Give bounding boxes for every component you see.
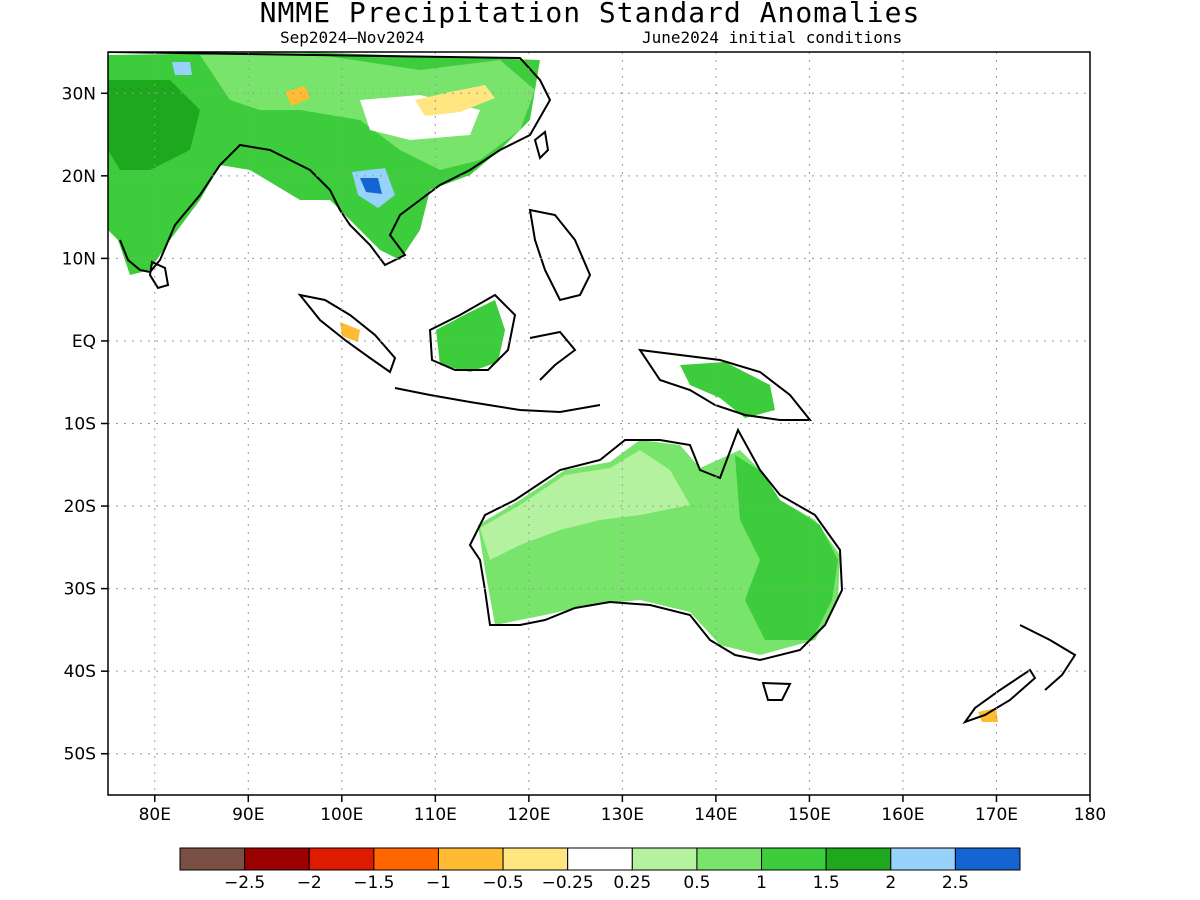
coastlines (108, 52, 1077, 724)
anomaly-region-indochina-darkblue (360, 178, 382, 194)
colorbar-label: −0.5 (482, 873, 523, 893)
colorbar-label: 0.25 (613, 873, 651, 893)
anomaly-region-india-green (108, 80, 200, 170)
lat-label: 20N (62, 167, 96, 187)
colorbar-label: −0.25 (542, 873, 594, 893)
colorbar-label: −2 (297, 873, 322, 893)
colorbar-swatch (954, 847, 1021, 871)
colorbar-swatch (179, 847, 246, 871)
lat-label: 30N (62, 84, 96, 104)
coast-nz-south (962, 668, 1037, 724)
anomaly-region-newguinea (680, 362, 775, 418)
lat-label: 30S (64, 580, 96, 600)
colorbar-swatch (308, 847, 375, 871)
lon-label: 160E (881, 805, 924, 825)
coast-philippines (528, 208, 592, 302)
coast-taiwan (533, 130, 550, 160)
lon-label: 80E (139, 805, 171, 825)
init-label: June2024 initial conditions (642, 28, 903, 47)
lon-label: 150E (788, 805, 831, 825)
colorbar-label: 1.5 (813, 873, 840, 893)
colorbar-swatch (825, 847, 892, 871)
colorbar-swatch (567, 847, 633, 871)
map-area (108, 52, 1077, 724)
colorbar-label: 1 (756, 873, 767, 893)
coast-borneo (428, 293, 517, 371)
anomaly-region-sumatra-orange (340, 322, 360, 342)
coast-australia (468, 427, 844, 662)
colorbar-swatch (502, 847, 569, 871)
lon-label: 120E (507, 805, 550, 825)
anomaly-shading (108, 52, 998, 722)
coast-tasmania (761, 681, 792, 701)
colorbar-swatch (631, 847, 698, 871)
anomaly-region-nz-yellow (978, 708, 998, 722)
colorbar-label: 0.5 (683, 873, 710, 893)
latitude-labels: 30N 20N 10N EQ 10S 20S 30S 40S 50S (62, 84, 108, 765)
coast-newguinea (637, 348, 813, 421)
lon-label: 170E (975, 805, 1018, 825)
lat-label: EQ (72, 332, 96, 352)
colorbar-label: −2.5 (224, 873, 265, 893)
lon-label: 130E (601, 805, 644, 825)
colorbar-label: 2 (885, 873, 896, 893)
lon-label: 110E (414, 805, 457, 825)
coast-nz-north (1019, 624, 1077, 691)
lat-label: 10N (62, 249, 96, 269)
colorbar-label: −1.5 (353, 873, 394, 893)
colorbar-swatch (696, 847, 763, 871)
anomaly-region-nw-blue (172, 62, 192, 75)
colorbar-label: −1 (426, 873, 451, 893)
colorbar-swatch (373, 847, 439, 871)
lat-label: 40S (64, 662, 96, 682)
coast-sumatra (297, 293, 397, 374)
lon-label: 140E (694, 805, 737, 825)
lon-label: 100E (320, 805, 363, 825)
coast-india-sri-lanka (148, 260, 170, 290)
coast-java (394, 387, 601, 414)
colorbar-swatch (761, 847, 827, 871)
anomaly-region-tibet-orange (285, 86, 310, 106)
anomaly-region-australia-east (735, 455, 838, 640)
longitude-labels: 80E 90E 100E 110E 120E 130E 140E 150E 160E 170E 18… (139, 795, 1106, 825)
map-title: NMME Precipitation Standard Anomalies (259, 0, 921, 29)
anomaly-region-australia-light (480, 450, 690, 560)
lon-label: 180 (1074, 805, 1106, 825)
lat-label: 50S (64, 745, 96, 765)
coast-sulawesi (529, 330, 577, 381)
anomaly-region-borneo (436, 300, 505, 372)
colorbar-swatch (244, 847, 310, 871)
coast-asia (108, 52, 552, 274)
colorbar-swatch (437, 847, 504, 871)
colorbar-swatch (890, 847, 956, 871)
lon-label: 90E (232, 805, 264, 825)
colorbar-label: 2.5 (942, 873, 969, 893)
lat-label: 10S (64, 415, 96, 435)
period-label: Sep2024–Nov2024 (280, 28, 425, 47)
colorbar: −2.5 −2 −1.5 −1 −0.5 −0.25 0.25 0.5 1 1.5 2 2.5 (179, 847, 1021, 893)
lat-label: 20S (64, 497, 96, 517)
